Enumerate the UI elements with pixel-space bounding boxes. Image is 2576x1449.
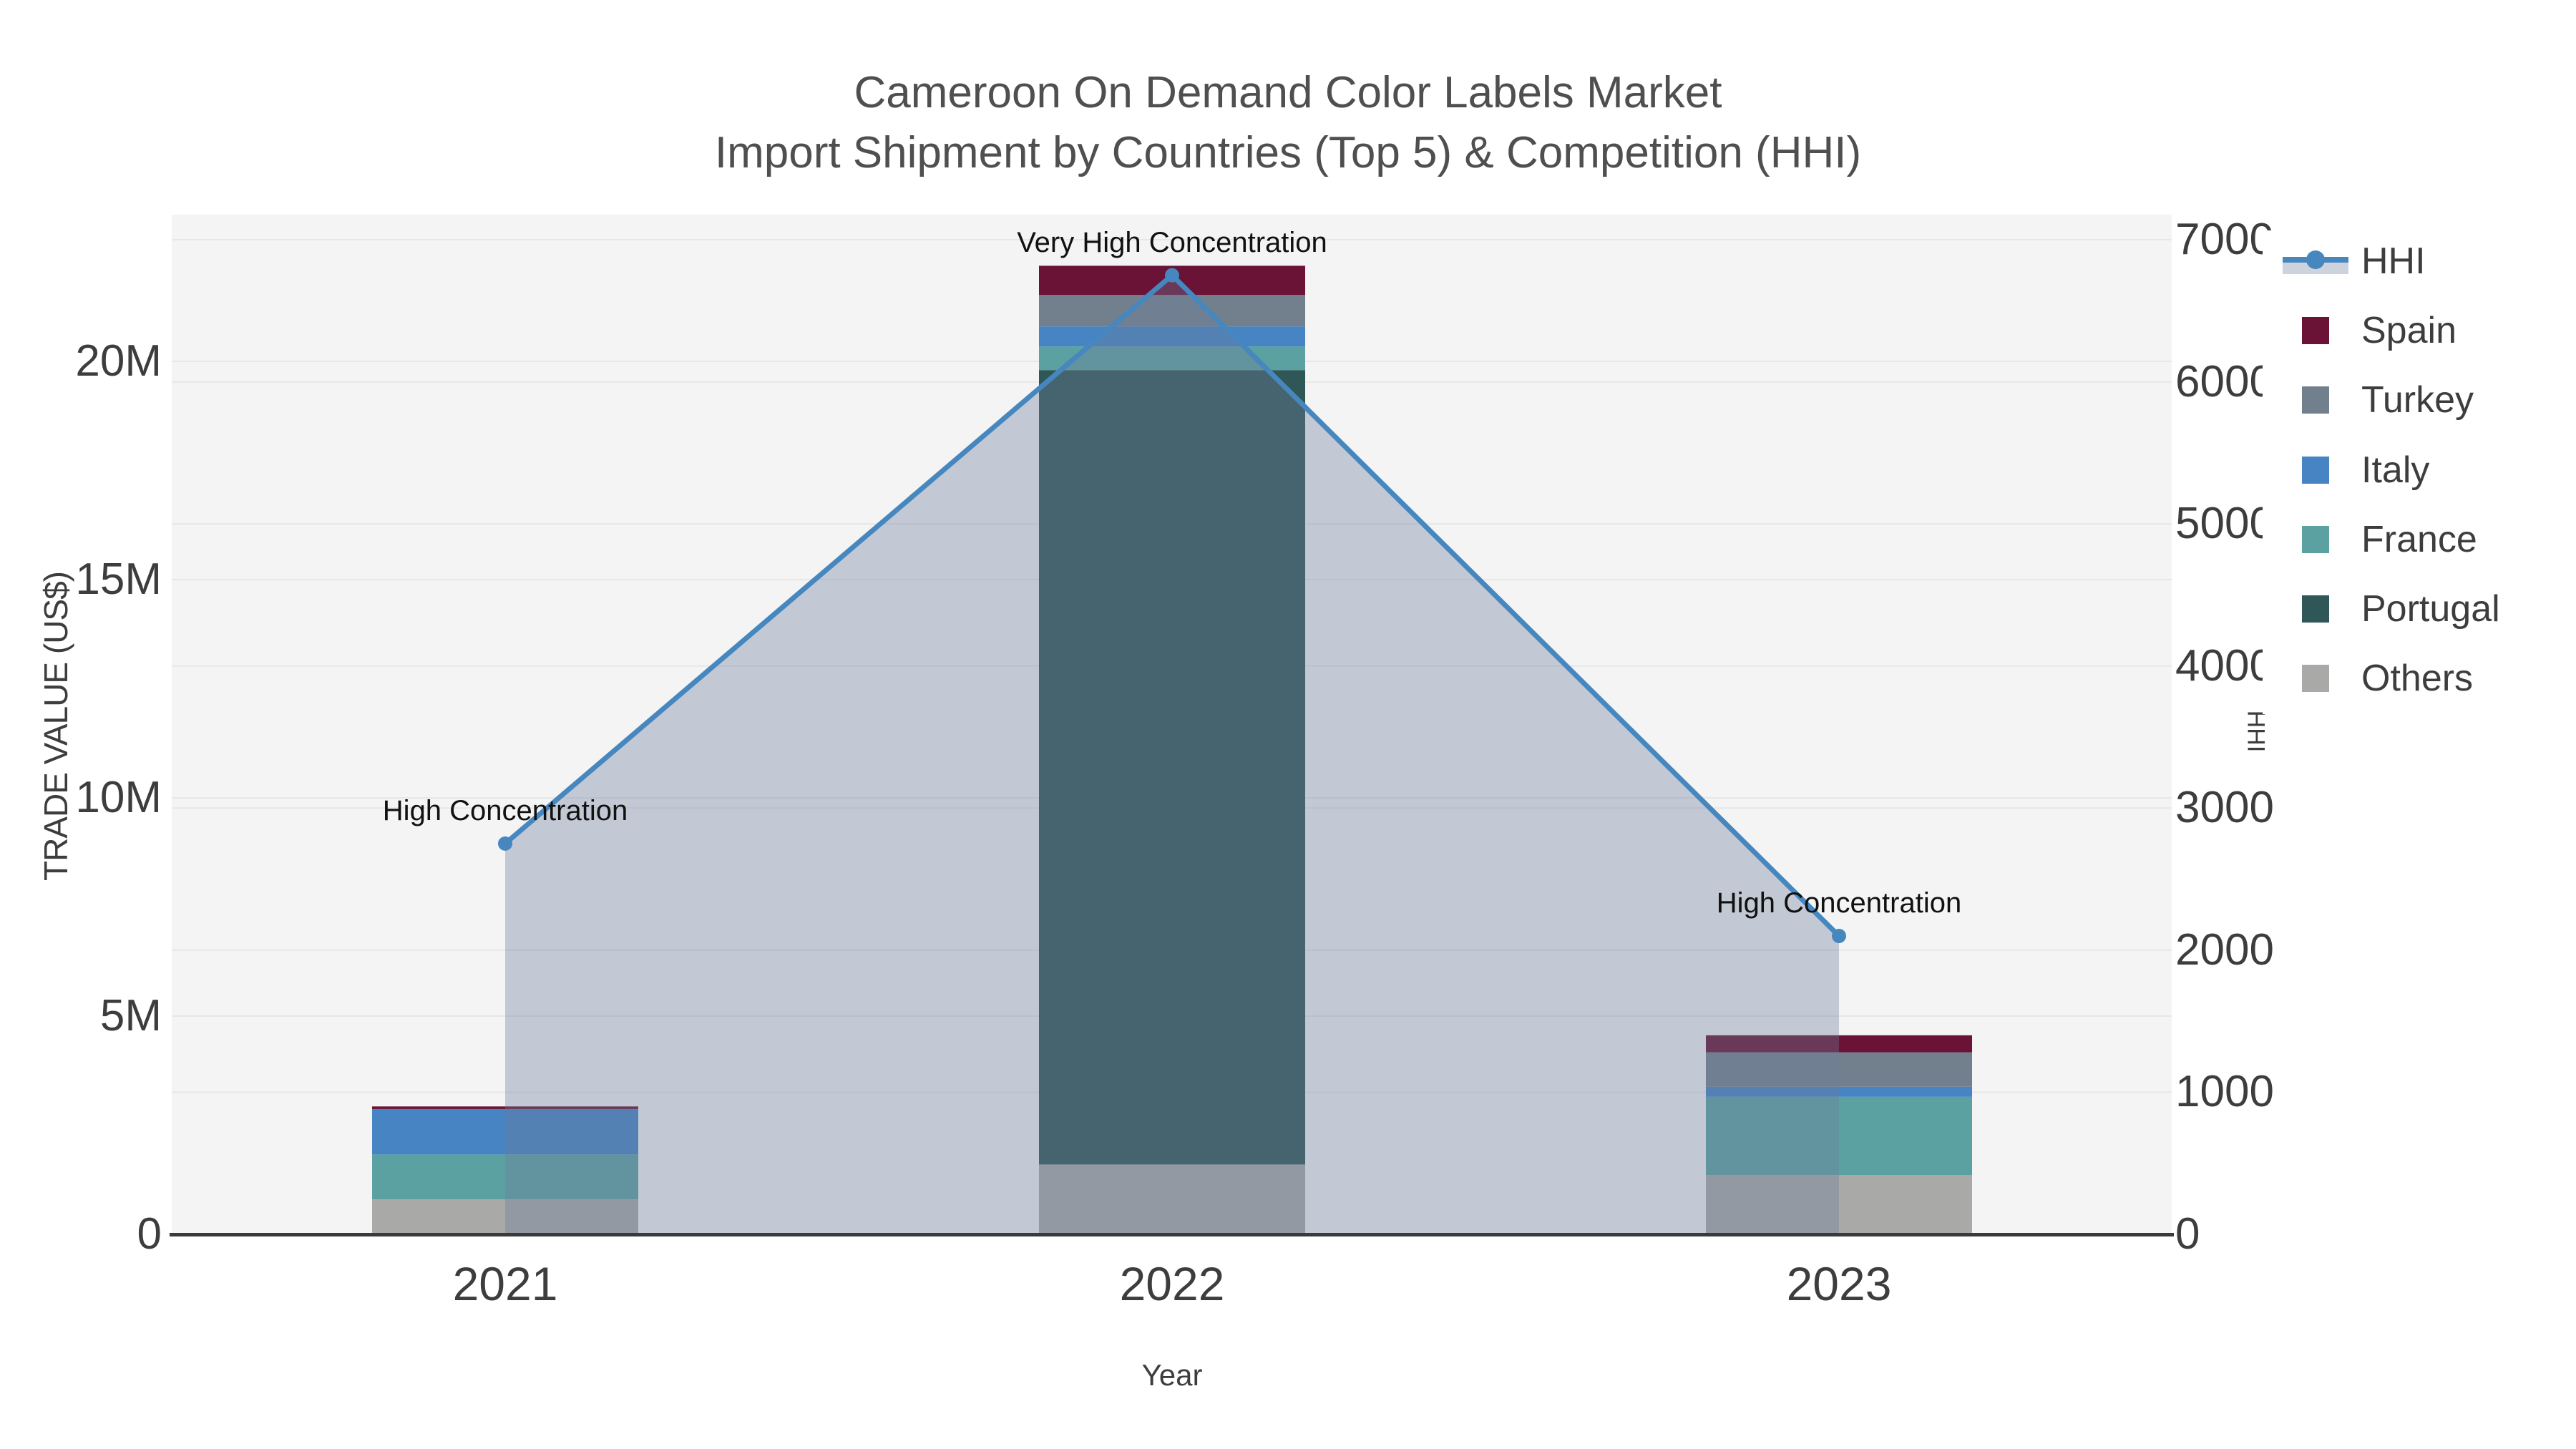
legend-label-france: France	[2361, 518, 2477, 560]
legend-label-turkey: Turkey	[2361, 379, 2474, 421]
bar-segment-spain-2023[interactable]	[1706, 1035, 1972, 1053]
x-tick-2021: 2021	[452, 1257, 558, 1310]
y-right-tick-4000: 4000	[2175, 640, 2274, 691]
annotation-2021: High Concentration	[382, 794, 628, 826]
annotation-2022: Very High Concentration	[1017, 226, 1327, 258]
bar-segment-turkey-2023[interactable]	[1706, 1052, 1972, 1087]
bar-segment-others-2023[interactable]	[1706, 1175, 1972, 1234]
hhi-point-2021[interactable]	[498, 836, 512, 851]
y-left-tick-0: 0	[137, 1209, 162, 1259]
bar-segment-italy-2022[interactable]	[1039, 326, 1305, 347]
legend-swatch-italy	[2302, 456, 2329, 484]
bar-segment-france-2021[interactable]	[372, 1154, 638, 1200]
legend: HHI Spain Turkey Italy France Portugal Others	[2263, 230, 2576, 714]
legend-swatch-turkey	[2302, 386, 2329, 414]
annotation-2023: High Concentration	[1716, 887, 1962, 919]
bar-segment-others-2021[interactable]	[372, 1199, 638, 1234]
legend-label-portugal: Portugal	[2361, 588, 2500, 630]
y-left-tick-10M: 10M	[75, 773, 162, 822]
legend-label-italy: Italy	[2361, 449, 2430, 491]
legend-item-france[interactable]: France	[2263, 519, 2576, 560]
legend-swatch-spain	[2302, 317, 2329, 345]
bar-segment-italy-2023[interactable]	[1706, 1086, 1972, 1097]
legend-item-portugal[interactable]: Portugal	[2263, 589, 2576, 629]
bar-segment-france-2023[interactable]	[1706, 1096, 1972, 1176]
legend-label-spain: Spain	[2361, 310, 2457, 352]
hhi-point-2023[interactable]	[1832, 929, 1846, 943]
y-axis-left-title: TRADE VALUE (US$)	[37, 571, 74, 882]
bar-segment-turkey-2022[interactable]	[1039, 295, 1305, 327]
y-right-tick-2000: 2000	[2175, 924, 2274, 975]
bar-segment-spain-2021[interactable]	[372, 1106, 638, 1109]
hhi-point-2022[interactable]	[1165, 268, 1179, 283]
y-left-tick-15M: 15M	[75, 555, 162, 604]
chart-title: Cameroon On Demand Color Labels Market	[854, 68, 1722, 117]
y-right-tick-0: 0	[2175, 1209, 2200, 1259]
y-right-tick-1000: 1000	[2175, 1067, 2274, 1117]
legend-item-hhi[interactable]: HHI	[2263, 241, 2576, 281]
y-right-tick-5000: 5000	[2175, 499, 2274, 549]
x-tick-2023: 2023	[1786, 1257, 1892, 1310]
legend-item-spain[interactable]: Spain	[2263, 311, 2576, 351]
legend-swatch-others	[2302, 665, 2329, 693]
chart-subtitle: Import Shipment by Countries (Top 5) & C…	[714, 128, 1862, 177]
legend-label-hhi: HHI	[2361, 240, 2426, 282]
y-right-tick-7000: 7000	[2175, 215, 2274, 264]
x-axis-title: Year	[1141, 1358, 1203, 1392]
x-axis-line	[170, 1233, 2174, 1236]
hhi-area-fill	[505, 275, 1839, 1235]
bar-segment-italy-2021[interactable]	[372, 1108, 638, 1155]
y-axis-right-title: HHI	[2242, 710, 2270, 753]
y-right-tick-6000: 6000	[2175, 356, 2274, 406]
bar-segment-portugal-2022[interactable]	[1039, 370, 1305, 1165]
y-right-tick-3000: 3000	[2175, 783, 2274, 833]
legend-swatch-portugal	[2302, 595, 2329, 623]
x-tick-2022: 2022	[1119, 1257, 1225, 1310]
legend-swatch-france	[2302, 525, 2329, 553]
y-left-tick-5M: 5M	[99, 991, 162, 1040]
legend-item-others[interactable]: Others	[2263, 658, 2576, 698]
legend-label-others: Others	[2361, 658, 2474, 700]
legend-item-italy[interactable]: Italy	[2263, 450, 2576, 490]
hhi-legend-symbol	[2283, 245, 2354, 277]
legend-item-turkey[interactable]: Turkey	[2263, 380, 2576, 420]
bar-segment-others-2022[interactable]	[1039, 1164, 1305, 1234]
y-left-tick-20M: 20M	[75, 336, 162, 386]
